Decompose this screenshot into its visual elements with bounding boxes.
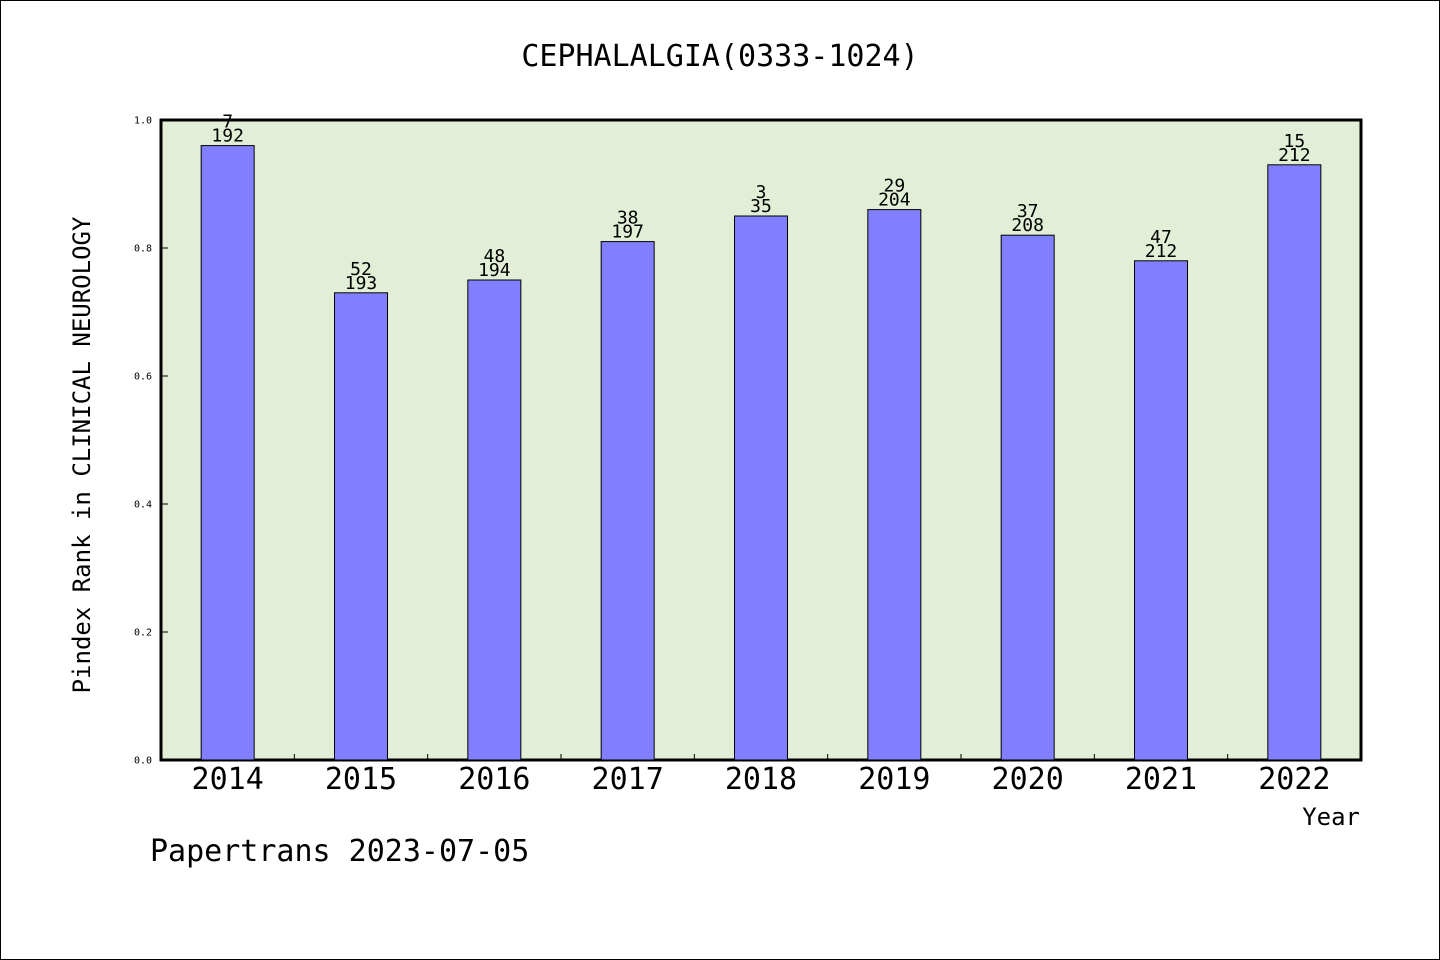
bar-2021 (1134, 260, 1188, 761)
bar-2015 (334, 292, 388, 761)
x-tick-label: 2017 (592, 762, 664, 797)
x-tick-label: 2015 (325, 762, 397, 797)
footer-credit: Papertrans 2023-07-05 (150, 834, 530, 869)
y-axis-label: Pindex Rank in CLINICAL NEUROLOGY (68, 216, 96, 693)
bar-2017 (600, 241, 655, 761)
bar-label-total: 212 (1278, 145, 1311, 166)
x-tick-label: 2016 (458, 762, 530, 797)
bar-label-rank: 29 (883, 176, 905, 197)
bar-2020 (1000, 234, 1055, 761)
x-tick-label: 2019 (858, 762, 930, 797)
bar-label-rank: 3 (756, 182, 767, 203)
bar-2014 (200, 145, 255, 761)
bar-2019 (867, 209, 922, 761)
x-tick-label: 2020 (992, 762, 1064, 797)
x-tick-label: 2022 (1258, 762, 1330, 797)
x-tick-label: 2018 (725, 762, 797, 797)
y-tick-label: 0.2 (134, 628, 152, 639)
bar-label-rank: 38 (617, 208, 639, 229)
bar-label-total: 197 (611, 222, 644, 243)
y-tick-label: 1.0 (134, 116, 152, 127)
x-tick-label: 2014 (192, 762, 264, 797)
bar-2018 (734, 215, 788, 761)
bar-label-rank: 37 (1017, 201, 1039, 222)
bar-label-total: 204 (878, 190, 911, 211)
bar-label-total: 208 (1011, 215, 1044, 236)
bar-label-rank: 15 (1283, 131, 1305, 152)
bar-label-total: 194 (478, 260, 511, 281)
bar-label-rank: 52 (350, 259, 372, 280)
y-tick-label: 0.6 (134, 372, 152, 383)
bar-label-total: 35 (750, 196, 772, 217)
bar-label-rank: 47 (1150, 227, 1172, 248)
bar-label-total: 192 (211, 126, 244, 147)
bars (200, 145, 1322, 761)
y-tick-label: 0.8 (134, 244, 152, 255)
bar-label-total: 193 (345, 273, 378, 294)
y-tick-label: 0.0 (134, 756, 152, 767)
y-tick-label: 0.4 (134, 500, 152, 511)
bar-2022 (1267, 164, 1322, 761)
bar-label-rank: 48 (483, 246, 505, 267)
bar-label-rank: 7 (222, 112, 233, 133)
bar-2016 (467, 279, 522, 761)
x-axis-label: Year (1302, 803, 1360, 831)
bar-label-total: 212 (1145, 241, 1178, 262)
chart-title: CEPHALALGIA(0333-1024) (521, 39, 918, 74)
axis-ticks: 0.0 0.2 0.4 0.6 0.8 1.0 (134, 116, 1229, 767)
x-tick-label: 2021 (1125, 762, 1197, 797)
